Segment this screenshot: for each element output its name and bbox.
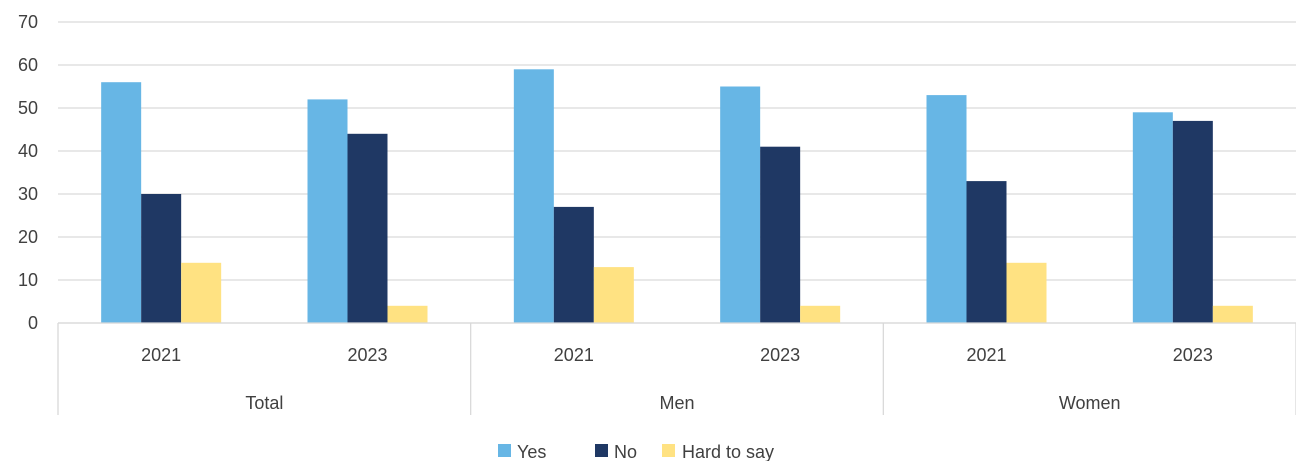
y-tick-label: 20 (18, 227, 38, 247)
legend-swatch (662, 444, 675, 457)
group-label: Men (659, 393, 694, 413)
bar-yes (926, 95, 967, 323)
bar-yes (513, 69, 554, 323)
y-tick-label: 30 (18, 184, 38, 204)
bar-hard-to-say (1006, 262, 1047, 323)
bar-no (347, 133, 388, 323)
bar-no (553, 206, 594, 323)
bar-yes (1132, 112, 1173, 323)
bar-hard-to-say (1212, 305, 1253, 323)
y-tick-label: 10 (18, 270, 38, 290)
x-tick-label: 2023 (1173, 345, 1213, 365)
y-tick-label: 70 (18, 12, 38, 32)
bar-yes (720, 86, 761, 323)
bar-hard-to-say (387, 305, 428, 323)
bars (101, 69, 1253, 324)
x-tick-label: 2021 (141, 345, 181, 365)
y-tick-label: 60 (18, 55, 38, 75)
bar-hard-to-say (800, 305, 841, 323)
y-tick-label: 40 (18, 141, 38, 161)
legend-swatch (498, 444, 511, 457)
bar-no (141, 194, 182, 323)
legend-label: Hard to say (682, 442, 774, 461)
bar-hard-to-say (181, 262, 222, 323)
x-tick-label: 2021 (966, 345, 1006, 365)
bar-yes (307, 99, 348, 324)
x-tick-label: 2023 (760, 345, 800, 365)
x-axis: 2021 2023 2021 2023 2021 2023 Total Men Women (57, 322, 1296, 415)
x-tick-label: 2021 (554, 345, 594, 365)
legend-label: Yes (517, 442, 546, 461)
gridlines (58, 21, 1296, 324)
y-axis-ticks: 0 10 20 30 40 50 60 70 (18, 12, 38, 333)
bar-no (760, 146, 801, 323)
legend: Yes No Hard to say (498, 442, 774, 461)
legend-label: No (614, 442, 637, 461)
legend-swatch (595, 444, 608, 457)
bar-no (966, 181, 1007, 323)
group-label: Total (245, 393, 283, 413)
y-tick-label: 50 (18, 98, 38, 118)
y-tick-label: 0 (28, 313, 38, 333)
bar-hard-to-say (593, 267, 634, 323)
bar-no (1172, 120, 1213, 324)
group-label: Women (1059, 393, 1121, 413)
bar-yes (101, 82, 142, 323)
x-tick-label: 2023 (347, 345, 387, 365)
